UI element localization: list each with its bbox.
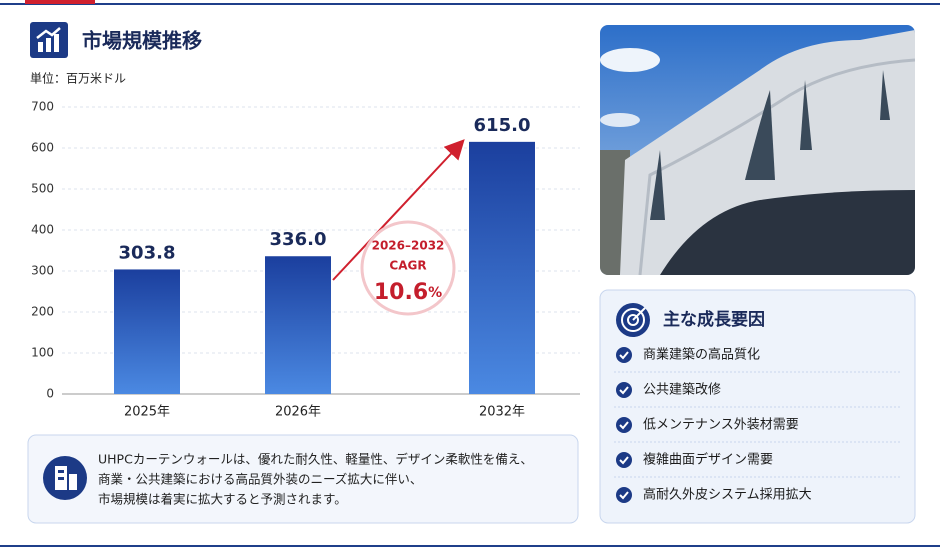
check-mark — [619, 491, 629, 500]
y-tick-label: 400 — [31, 223, 54, 237]
y-tick-label: 0 — [46, 387, 54, 401]
x-tick-label: 2025年 — [124, 405, 170, 420]
driver-item: 商業建築の高品質化 — [643, 347, 760, 363]
cagr-number: 10.6 — [374, 280, 428, 305]
cagr-unit: % — [428, 285, 442, 301]
drivers-list: 商業建築の高品質化公共建築改修低メンテナンス外装材需要複雑曲面デザイン需要高耐久… — [614, 347, 900, 503]
bar — [469, 141, 535, 394]
y-tick-label: 100 — [31, 346, 54, 360]
note-line: 市場規模は着実に拡大すると予測されます。 — [98, 492, 347, 507]
bar — [265, 256, 331, 394]
driver-item: 低メンテナンス外装材需要 — [643, 418, 799, 433]
check-mark — [619, 456, 629, 465]
value-label: 615.0 — [474, 115, 531, 136]
y-tick-label: 300 — [31, 264, 54, 278]
note-icon — [43, 456, 87, 500]
note-text: UHPCカーテンウォールは、優れた耐久性、軽量性、デザイン柔軟性を備え、商業・公… — [98, 452, 533, 507]
unit-label: 単位：百万米ドル — [30, 71, 126, 86]
check-icon — [616, 452, 632, 468]
drivers-card — [599, 289, 916, 524]
cagr-label: CAGR — [389, 259, 426, 273]
check-mark — [619, 351, 629, 360]
top-accent — [25, 0, 95, 4]
y-tick-label: 700 — [31, 100, 54, 114]
check-mark — [619, 386, 629, 395]
check-icon — [616, 382, 632, 398]
bar-chart: 0 100 200 300 400 500 600 700 2025年 303.8 2026年 336… — [31, 100, 580, 420]
y-tick-label: 200 — [31, 305, 54, 319]
check-mark — [619, 421, 629, 430]
bar — [114, 269, 180, 394]
check-icon — [616, 417, 632, 433]
note-card — [27, 434, 579, 524]
top-rule — [0, 3, 940, 5]
check-icon — [616, 347, 632, 363]
y-tick-label: 500 — [31, 182, 54, 196]
driver-item: 複雑曲面デザイン需要 — [643, 452, 773, 468]
driver-item: 公共建築改修 — [643, 383, 721, 398]
note-line: UHPCカーテンウォールは、優れた耐久性、軽量性、デザイン柔軟性を備え、 — [98, 452, 533, 467]
note-line: 商業・公共建築における高品質外装のニーズ拡大に伴い、 — [98, 472, 422, 487]
cagr-arrow — [332, 139, 465, 281]
x-tick-label: 2026年 — [275, 405, 321, 420]
cagr-value: 10.6% — [374, 280, 442, 305]
y-tick-label: 600 — [31, 141, 54, 155]
value-label: 336.0 — [270, 229, 327, 250]
check-icon — [616, 487, 632, 503]
bottom-rule — [0, 545, 940, 547]
cagr-period: 2026–2032 — [372, 239, 445, 253]
value-label: 303.8 — [119, 242, 176, 263]
driver-item: 高耐久外皮システム採用拡大 — [643, 487, 812, 503]
cagr-badge — [360, 220, 456, 316]
photo — [600, 25, 915, 275]
title-icon — [30, 22, 68, 58]
x-tick-label: 2032年 — [479, 405, 525, 420]
drivers-icon — [616, 303, 650, 337]
page-title: 市場規模推移 — [82, 29, 202, 53]
drivers-title: 主な成長要因 — [663, 309, 765, 330]
